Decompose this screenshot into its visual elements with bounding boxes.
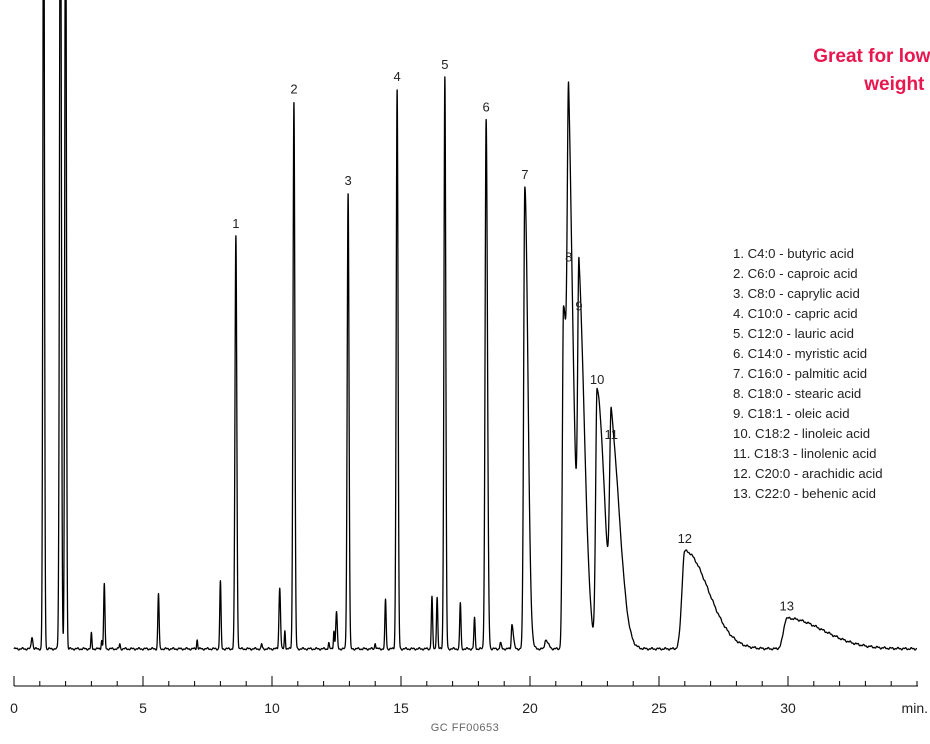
peak-label: 9 [575, 299, 582, 314]
x-tick-label: 5 [139, 700, 147, 716]
legend-item: 8. C18:0 - stearic acid [733, 386, 862, 401]
figure-code-text: GC FF00653 [430, 722, 500, 734]
peak-label: 7 [521, 167, 528, 182]
peak-label: 6 [483, 100, 490, 115]
legend-item: 12. C20:0 - arachidic acid [733, 466, 883, 481]
legend-item: 6. C14:0 - myristic acid [733, 346, 868, 361]
x-tick-label: 15 [393, 700, 409, 716]
legend-item: 11. C18:3 - linolenic acid [733, 446, 877, 461]
peak-label: 2 [290, 81, 297, 96]
peak-label: 1 [232, 216, 239, 231]
x-tick-label: 25 [651, 700, 667, 716]
legend-item: 13. C22:0 - behenic acid [733, 486, 876, 501]
peak-label: 10 [590, 372, 604, 387]
peak-label: 12 [678, 531, 692, 546]
legend-item: 5. C12:0 - lauric acid [733, 326, 854, 341]
figure-code: GC FF00653 [0, 722, 930, 734]
legend-item: 10. C18:2 - linoleic acid [733, 426, 871, 441]
legend-item: 7. C16:0 - palmitic acid [733, 366, 868, 381]
legend-item: 9. C18:1 - oleic acid [733, 406, 850, 421]
peak-label: 4 [394, 69, 401, 84]
peak-label: 3 [344, 173, 351, 188]
legend-item: 1. C4:0 - butyric acid [733, 246, 854, 261]
peak-label: 13 [779, 598, 793, 613]
legend-item: 2. C6:0 - caproic acid [733, 266, 858, 281]
legend-item: 4. C10:0 - capric acid [733, 306, 858, 321]
legend-item: 3. C8:0 - caprylic acid [733, 286, 860, 301]
headline-line-1: Great for low t [813, 46, 930, 67]
x-tick-label: 0 [10, 700, 18, 716]
peak-label: 5 [441, 57, 448, 72]
peak-label: 8 [565, 250, 572, 265]
x-tick-label: 30 [780, 700, 796, 716]
compound-legend: 1. C4:0 - butyric acid 2. C6:0 - caproic… [733, 244, 883, 504]
headline-line-2: weight f [864, 74, 930, 95]
x-tick-label: 20 [522, 700, 538, 716]
chromatogram-trace [13, 0, 918, 651]
x-tick-label: 10 [264, 700, 280, 716]
peak-label: 11 [605, 427, 619, 442]
x-axis-label: min. [902, 700, 928, 716]
